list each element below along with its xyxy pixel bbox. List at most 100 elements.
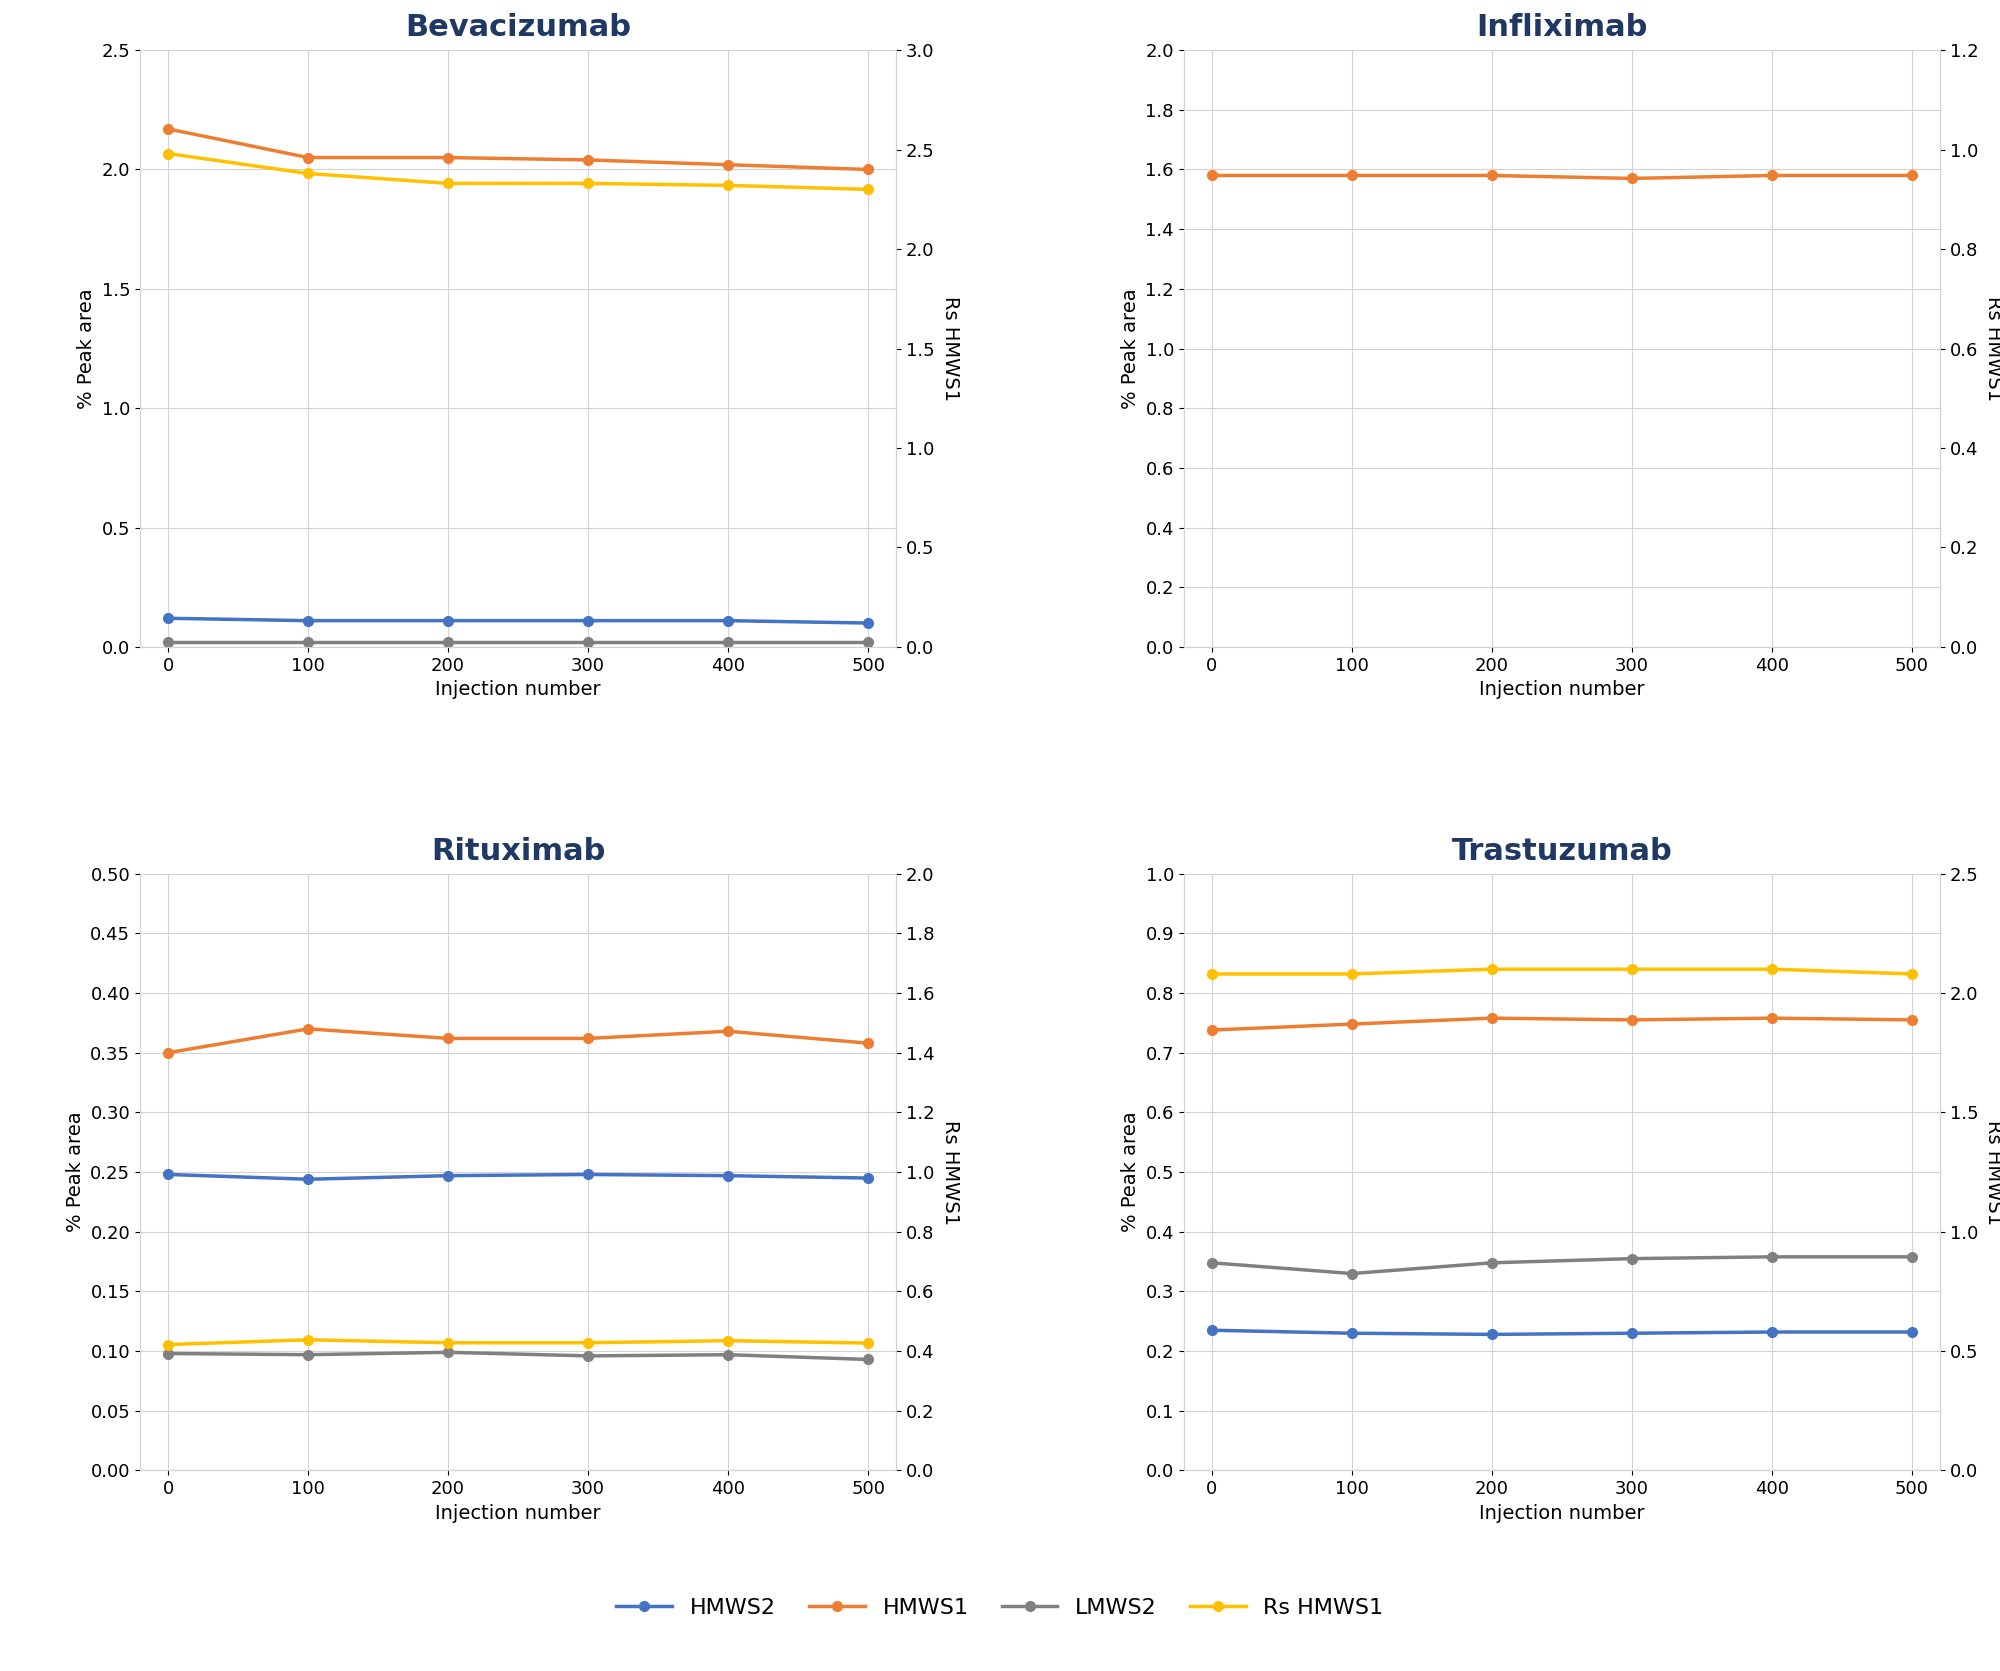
Rs HMWS1 <box>1760 959 1784 979</box>
Rs HMWS1 <box>296 1330 320 1350</box>
Line: LMWS2: LMWS2 <box>164 1347 874 1364</box>
HMWS2 <box>436 610 460 630</box>
HMWS1 <box>1200 165 1224 185</box>
LMWS2 <box>716 632 740 652</box>
LMWS2 <box>716 1345 740 1365</box>
HMWS1 <box>156 119 180 139</box>
HMWS1 <box>856 1033 880 1053</box>
LMWS2 <box>1480 1253 1504 1273</box>
Rs HMWS1 <box>156 144 180 164</box>
HMWS1 <box>856 159 880 179</box>
HMWS1 <box>296 1019 320 1039</box>
HMWS1 <box>716 155 740 175</box>
Y-axis label: % Peak area: % Peak area <box>1120 1111 1140 1233</box>
X-axis label: Injection number: Injection number <box>436 1504 600 1522</box>
LMWS2 <box>156 1343 180 1364</box>
Line: Rs HMWS1: Rs HMWS1 <box>164 149 874 194</box>
LMWS2 <box>576 632 600 652</box>
LMWS2 <box>576 1345 600 1365</box>
HMWS1 <box>1620 169 1644 189</box>
LMWS2 <box>436 632 460 652</box>
HMWS2 <box>1900 1322 1924 1342</box>
HMWS1 <box>436 147 460 167</box>
HMWS1 <box>1340 1014 1364 1034</box>
HMWS1 <box>1620 1009 1644 1029</box>
Rs HMWS1 <box>576 1333 600 1354</box>
HMWS1 <box>1900 165 1924 185</box>
Y-axis label: Rs HMWS1: Rs HMWS1 <box>940 1120 960 1225</box>
HMWS1 <box>436 1028 460 1048</box>
Line: HMWS2: HMWS2 <box>164 1170 874 1185</box>
Line: LMWS2: LMWS2 <box>164 637 874 647</box>
HMWS2 <box>156 608 180 628</box>
LMWS2 <box>156 632 180 652</box>
Y-axis label: Rs HMWS1: Rs HMWS1 <box>1984 296 2000 401</box>
Rs HMWS1 <box>296 164 320 184</box>
Rs HMWS1 <box>1340 964 1364 984</box>
HMWS1 <box>576 1028 600 1048</box>
Line: HMWS1: HMWS1 <box>1206 1013 1916 1034</box>
Line: Rs HMWS1: Rs HMWS1 <box>1206 964 1916 979</box>
HMWS2 <box>856 1168 880 1188</box>
LMWS2 <box>296 1345 320 1365</box>
HMWS2 <box>296 610 320 630</box>
Title: Trastuzumab: Trastuzumab <box>1452 837 1672 866</box>
HMWS2 <box>1340 1323 1364 1343</box>
LMWS2 <box>856 632 880 652</box>
HMWS1 <box>296 147 320 167</box>
X-axis label: Injection number: Injection number <box>436 680 600 698</box>
Rs HMWS1 <box>856 179 880 199</box>
HMWS2 <box>716 1166 740 1186</box>
Rs HMWS1 <box>1900 964 1924 984</box>
Line: HMWS2: HMWS2 <box>1206 1325 1916 1338</box>
LMWS2 <box>296 632 320 652</box>
HMWS2 <box>296 1170 320 1190</box>
Title: Bevacizumab: Bevacizumab <box>406 13 632 42</box>
LMWS2 <box>1200 1253 1224 1273</box>
LMWS2 <box>856 1350 880 1370</box>
Y-axis label: Rs HMWS1: Rs HMWS1 <box>940 296 960 401</box>
HMWS1 <box>156 1043 180 1063</box>
Rs HMWS1 <box>716 175 740 196</box>
X-axis label: Injection number: Injection number <box>1480 680 1644 698</box>
LMWS2 <box>1900 1247 1924 1267</box>
HMWS2 <box>1620 1323 1644 1343</box>
Y-axis label: % Peak area: % Peak area <box>1120 287 1140 409</box>
Rs HMWS1 <box>156 1335 180 1355</box>
HMWS2 <box>436 1166 460 1186</box>
HMWS2 <box>716 610 740 630</box>
HMWS2 <box>1760 1322 1784 1342</box>
HMWS1 <box>1340 165 1364 185</box>
Line: LMWS2: LMWS2 <box>1206 1252 1916 1278</box>
Rs HMWS1 <box>1200 964 1224 984</box>
Line: Rs HMWS1: Rs HMWS1 <box>164 1335 874 1350</box>
Rs HMWS1 <box>436 1333 460 1354</box>
Line: HMWS1: HMWS1 <box>1206 170 1916 184</box>
HMWS1 <box>1480 1008 1504 1028</box>
Rs HMWS1 <box>436 174 460 194</box>
Rs HMWS1 <box>716 1330 740 1350</box>
HMWS1 <box>576 150 600 170</box>
HMWS2 <box>576 1165 600 1185</box>
Legend: HMWS2, HMWS1, LMWS2, Rs HMWS1: HMWS2, HMWS1, LMWS2, Rs HMWS1 <box>608 1589 1392 1626</box>
HMWS2 <box>1480 1325 1504 1345</box>
HMWS1 <box>716 1021 740 1041</box>
HMWS1 <box>1900 1009 1924 1029</box>
Y-axis label: % Peak area: % Peak area <box>66 1111 84 1233</box>
Y-axis label: % Peak area: % Peak area <box>76 287 96 409</box>
HMWS1 <box>1760 165 1784 185</box>
HMWS1 <box>1760 1008 1784 1028</box>
Y-axis label: Rs HMWS1: Rs HMWS1 <box>1984 1120 2000 1225</box>
HMWS2 <box>576 610 600 630</box>
Line: HMWS1: HMWS1 <box>164 1024 874 1058</box>
HMWS2 <box>156 1165 180 1185</box>
LMWS2 <box>1340 1263 1364 1283</box>
HMWS2 <box>1200 1320 1224 1340</box>
LMWS2 <box>1760 1247 1784 1267</box>
LMWS2 <box>436 1342 460 1362</box>
Line: HMWS2: HMWS2 <box>164 613 874 628</box>
LMWS2 <box>1620 1248 1644 1268</box>
Title: Infliximab: Infliximab <box>1476 13 1648 42</box>
Title: Rituximab: Rituximab <box>430 837 606 866</box>
HMWS1 <box>1200 1019 1224 1039</box>
